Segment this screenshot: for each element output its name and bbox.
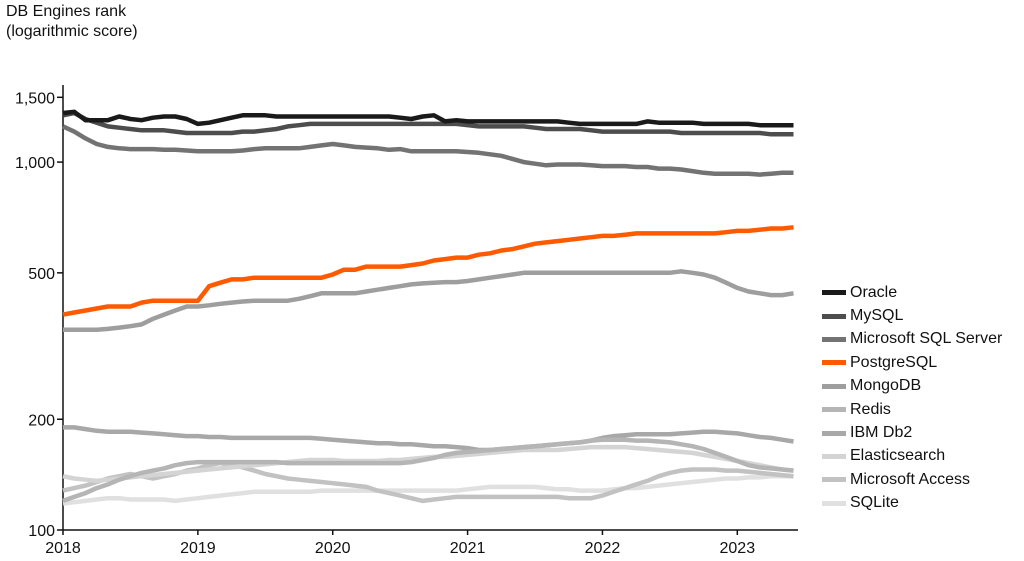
legend-label: Microsoft Access xyxy=(850,470,971,488)
legend-swatch xyxy=(822,453,846,459)
legend-label: Oracle xyxy=(850,283,898,301)
series-line-mongodb xyxy=(63,269,794,333)
legend-swatch xyxy=(822,477,846,483)
legend-swatch xyxy=(822,500,846,506)
legend-label: PostgreSQL xyxy=(850,353,938,371)
y-axis-title: DB Engines rank (logarithmic score) xyxy=(6,2,138,42)
series-line-ibm-db2 xyxy=(63,425,794,453)
legend-swatch xyxy=(822,336,846,342)
series-line-sqlite xyxy=(62,473,794,506)
x-tick-label: 2021 xyxy=(450,540,486,557)
x-tick-label: 2018 xyxy=(45,540,81,557)
legend-item: PostgreSQL xyxy=(822,351,1002,374)
legend-swatch xyxy=(822,430,846,436)
legend-swatch xyxy=(822,407,846,413)
legend: Oracle MySQL Microsoft SQL Server PostgreSQ… xyxy=(822,281,1002,515)
legend-item: Microsoft SQL Server xyxy=(822,328,1002,351)
series-line-mysql xyxy=(62,110,794,137)
x-tick-label: 2019 xyxy=(180,540,216,557)
legend-item: SQLite xyxy=(822,492,1002,515)
legend-item: Elasticsearch xyxy=(822,445,1002,468)
legend-swatch xyxy=(822,290,846,296)
legend-item: MongoDB xyxy=(822,375,1002,398)
legend-label: IBM Db2 xyxy=(850,424,913,442)
legend-swatch xyxy=(822,360,846,366)
y-tick-label: 100 xyxy=(28,523,55,540)
y-tick-label: 1,000 xyxy=(15,155,55,172)
legend-label: MySQL xyxy=(850,307,904,325)
legend-label: Elasticsearch xyxy=(850,447,946,465)
legend-label: MongoDB xyxy=(850,377,922,395)
y-tick-label: 1,500 xyxy=(15,90,55,107)
series-line-redis xyxy=(62,437,794,504)
y-axis-title-line-2: (logarithmic score) xyxy=(6,23,138,40)
y-axis-title-line-1: DB Engines rank xyxy=(6,3,127,20)
series-line-postgresql xyxy=(62,225,794,317)
series-line-microsoft-sql-server xyxy=(62,124,794,177)
legend-label: Microsoft SQL Server xyxy=(850,330,1003,348)
legend-label: Redis xyxy=(850,400,891,418)
legend-label: SQLite xyxy=(850,494,899,512)
legend-item: Oracle xyxy=(822,281,1002,304)
series-line-oracle xyxy=(62,109,794,128)
legend-swatch xyxy=(822,313,846,319)
legend-item: Microsoft Access xyxy=(822,468,1002,491)
x-tick-label: 2020 xyxy=(315,540,351,557)
y-tick-label: 200 xyxy=(28,412,55,429)
x-tick-label: 2022 xyxy=(585,540,621,557)
legend-item: MySQL xyxy=(822,304,1002,327)
legend-item: IBM Db2 xyxy=(822,421,1002,444)
x-tick-label: 2023 xyxy=(720,540,756,557)
legend-item: Redis xyxy=(822,398,1002,421)
y-tick-label: 500 xyxy=(28,266,55,283)
legend-swatch xyxy=(822,383,846,389)
